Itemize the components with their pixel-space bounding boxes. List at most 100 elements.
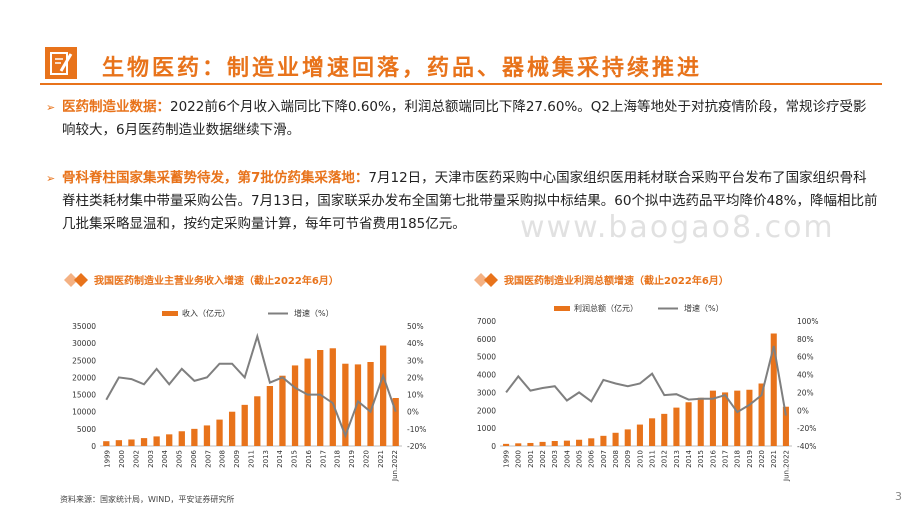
y-left-tick-label: 1000 xyxy=(477,424,496,433)
x-tick-label: 2016 xyxy=(709,449,717,467)
y-left-tick-label: 0 xyxy=(491,442,496,451)
y-right-tick-label: -10% xyxy=(407,425,426,434)
y-left-tick-label: 30000 xyxy=(72,339,96,348)
bar xyxy=(624,429,631,446)
x-tick-label: 2007 xyxy=(204,450,212,468)
growth-line xyxy=(105,332,397,439)
bar xyxy=(140,438,148,446)
x-tick-label: 2002 xyxy=(539,450,547,468)
bar xyxy=(600,435,607,446)
x-tick-label: 2006 xyxy=(588,449,596,467)
chart-title: 我国医药制造业利润总额增速（截止2022年6月） xyxy=(504,274,729,287)
bar xyxy=(527,442,534,446)
y-right-tick-label: 40% xyxy=(407,339,424,348)
bar xyxy=(551,441,558,446)
bar xyxy=(539,441,546,446)
x-tick-label: 2000 xyxy=(118,450,126,468)
bar xyxy=(782,406,789,446)
bar xyxy=(304,358,311,446)
bullet-highlight: 骨科脊柱国家集采蓄势待发，第7批仿药集采落地： xyxy=(62,170,369,186)
x-tick-label: Jun.2022 xyxy=(391,450,399,482)
y-right-tick-label: 60% xyxy=(797,353,814,362)
bullet-arrow-icon: ➢ xyxy=(46,172,56,185)
bar xyxy=(673,407,680,446)
y-right-tick-label: 20% xyxy=(407,373,424,382)
y-right-tick-label: 80% xyxy=(797,335,814,344)
bar xyxy=(709,390,716,446)
y-left-tick-label: 4000 xyxy=(477,371,496,380)
y-left-tick-label: 3000 xyxy=(477,388,496,397)
x-tick-label: 2021 xyxy=(377,450,385,468)
page-title: 生物医药：制造业增速回落，药品、器械集采持续推进 xyxy=(102,55,703,81)
x-tick-label: 2019 xyxy=(746,450,754,468)
y-right-tick-label: -40% xyxy=(797,442,816,451)
x-tick-label: 2011 xyxy=(247,450,255,468)
bar xyxy=(612,432,619,446)
y-right-tick-label: 20% xyxy=(797,388,814,397)
bar xyxy=(191,428,198,446)
bar xyxy=(291,365,299,446)
bar xyxy=(649,418,656,446)
x-tick-label: 2021 xyxy=(770,450,778,468)
bar xyxy=(697,397,704,446)
bar xyxy=(329,348,336,446)
x-tick-label: 2013 xyxy=(262,450,270,468)
x-tick-label: 2019 xyxy=(348,450,356,468)
x-tick-label: 2015 xyxy=(291,450,299,468)
bullet-manufacturing-data: ➢ 医药制造业数据：2022前6个月收入端同比下降0.60%，利润总额端同比下降… xyxy=(46,96,880,142)
y-left-tick-label: 25000 xyxy=(72,356,96,365)
bar xyxy=(342,363,349,446)
title-diamond-icon xyxy=(64,273,78,287)
y-left-tick-label: 5000 xyxy=(77,425,96,434)
bar xyxy=(746,389,753,446)
page-number: 3 xyxy=(895,490,902,503)
x-tick-label: 1999 xyxy=(503,450,511,468)
profit-chart: 我国医药制造业利润总额增速（截止2022年6月） 利润总额（亿元） 增速（%） 0 10… xyxy=(470,268,830,498)
bar xyxy=(115,440,123,446)
pen-paper-icon xyxy=(45,47,77,79)
chart-title: 我国医药制造业主营业务收入增速（截止2022年6月） xyxy=(94,274,339,287)
title-diamond-icon xyxy=(74,273,88,287)
y-right-tick-label: 40% xyxy=(797,371,814,380)
bar xyxy=(661,413,668,446)
y-right-tick-label: 0% xyxy=(407,408,419,417)
revenue-chart-svg: 我国医药制造业主营业务收入增速（截止2022年6月） 收入（亿元） 增速（%） 0 50… xyxy=(64,273,426,482)
bar xyxy=(503,443,510,446)
bar xyxy=(103,441,110,446)
x-tick-label: 2012 xyxy=(661,450,669,468)
bar xyxy=(266,386,274,446)
x-tick-label: 2008 xyxy=(612,450,620,468)
bullet-text: 7月12日，天津市医药采购中心国家组织医用耗材联合采购平台发布了国家组织骨科脊柱… xyxy=(62,170,878,232)
x-tick-label: 2013 xyxy=(673,450,681,468)
title-diamond-icon xyxy=(484,273,498,287)
y-left-tick-label: 0 xyxy=(91,442,96,451)
x-tick-label: 2009 xyxy=(624,450,632,468)
x-tick-label: 2000 xyxy=(515,450,523,468)
x-tick-label: 2004 xyxy=(563,449,571,467)
revenue-chart: 我国医药制造业主营业务收入增速（截止2022年6月） 收入（亿元） 增速（%） 0 50… xyxy=(60,268,440,498)
bar xyxy=(279,375,286,446)
legend-label: 增速（%） xyxy=(294,308,334,318)
bullet-arrow-icon: ➢ xyxy=(46,101,56,114)
x-tick-label: 2003 xyxy=(551,450,559,468)
x-tick-label: 1999 xyxy=(104,450,112,468)
bar xyxy=(241,404,248,446)
x-tick-label: Jun.2022 xyxy=(782,450,790,482)
bullet-procurement: ➢ 骨科脊柱国家集采蓄势待发，第7批仿药集采落地：7月12日，天津市医药采购中心… xyxy=(46,167,880,236)
bar xyxy=(722,392,729,446)
title-diamond-icon xyxy=(474,273,488,287)
bar xyxy=(128,439,135,446)
bar xyxy=(576,439,583,446)
bar xyxy=(392,398,399,446)
x-tick-label: 2002 xyxy=(132,450,140,468)
x-tick-label: 2014 xyxy=(276,449,284,467)
x-tick-label: 2015 xyxy=(697,450,705,468)
x-tick-label: 2009 xyxy=(233,450,241,468)
y-right-tick-label: -20% xyxy=(407,442,426,451)
x-tick-label: 2016 xyxy=(305,449,313,467)
profit-chart-svg: 我国医药制造业利润总额增速（截止2022年6月） 利润总额（亿元） 增速（%） 0 10… xyxy=(474,273,818,482)
legend-bar-swatch xyxy=(162,311,178,316)
y-right-tick-label: 10% xyxy=(407,391,424,400)
bar xyxy=(636,424,643,446)
y-left-tick-label: 2000 xyxy=(477,406,496,415)
